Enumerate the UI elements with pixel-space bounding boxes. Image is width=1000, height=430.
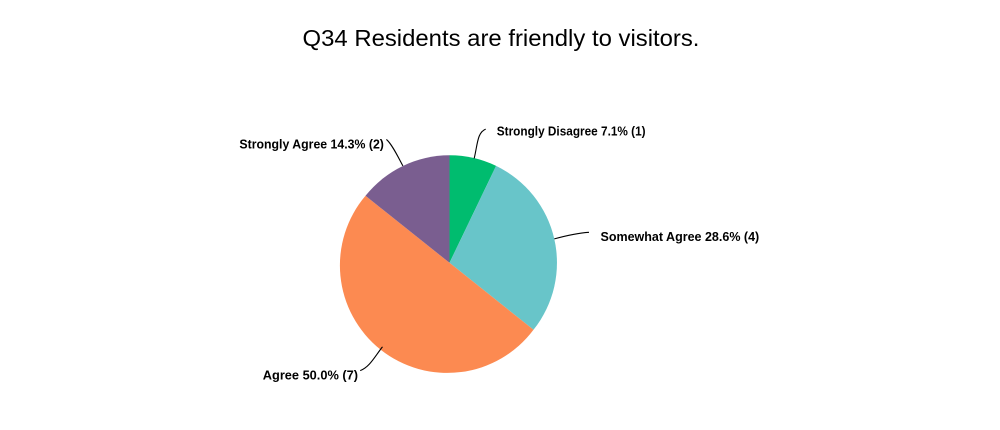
svg-text:Agree 50.0% (7): Agree 50.0% (7): [263, 368, 358, 382]
svg-text:Strongly Agree 14.3% (2): Strongly Agree 14.3% (2): [239, 138, 384, 152]
svg-text:Somewhat Agree 28.6% (4): Somewhat Agree 28.6% (4): [601, 230, 760, 244]
svg-text:Strongly Disagree 7.1% (1): Strongly Disagree 7.1% (1): [497, 125, 646, 139]
svg-text:Q34 Residents are friendly to: Q34 Residents are friendly to visitors.: [303, 25, 700, 51]
